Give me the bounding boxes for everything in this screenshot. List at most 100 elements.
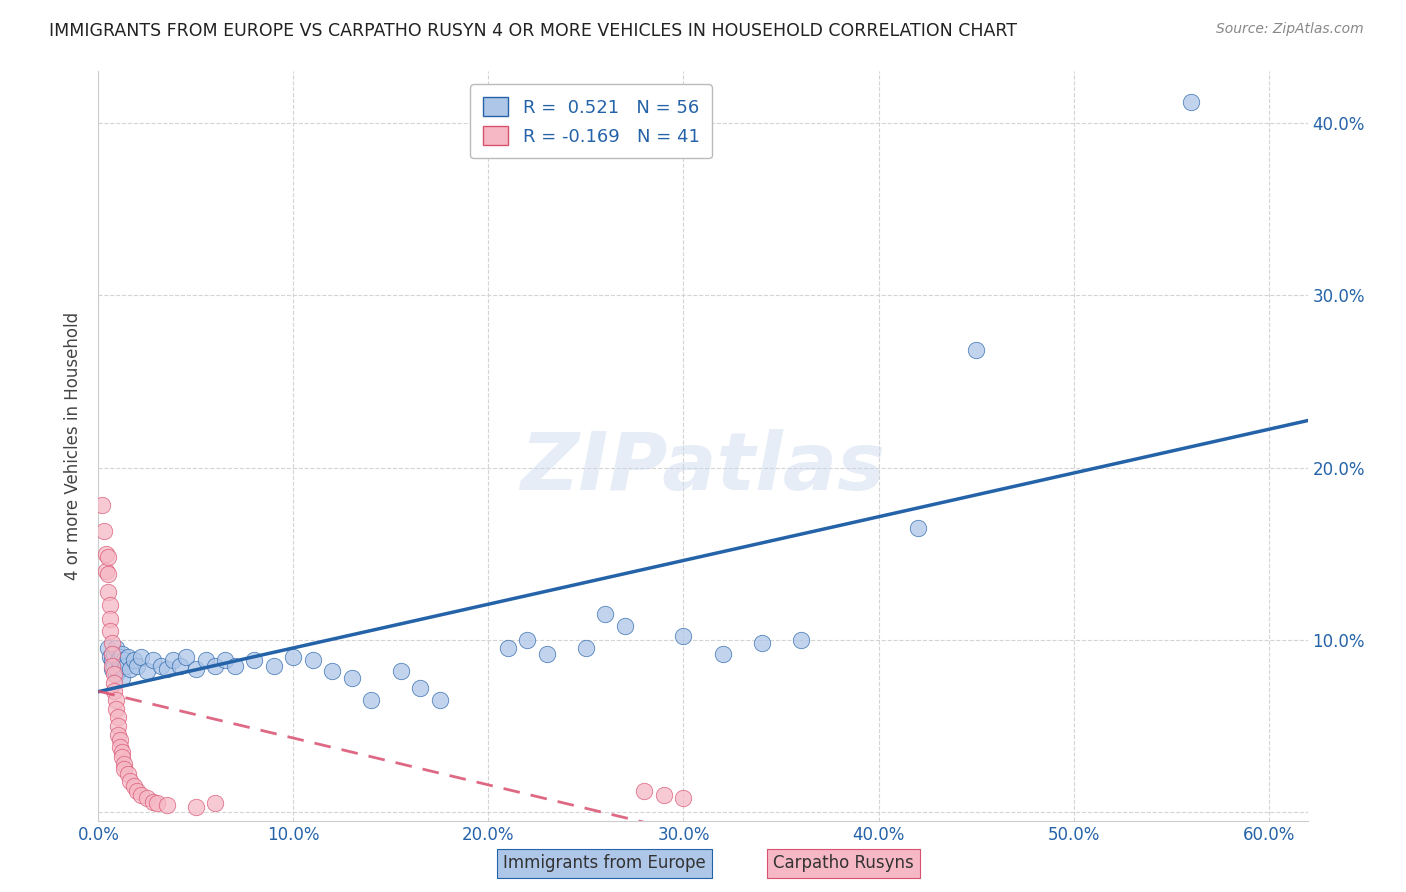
Text: ZIPatlas: ZIPatlas: [520, 429, 886, 508]
Point: [321, 664, 343, 678]
Point: [103, 658, 125, 673]
Point: [127, 658, 149, 673]
Point: [156, 662, 179, 676]
Point: [131, 650, 153, 665]
Point: [429, 693, 451, 707]
Point: [104, 641, 127, 656]
Point: [283, 650, 305, 665]
Point: [101, 658, 124, 673]
Point: [103, 647, 125, 661]
Point: [1180, 95, 1202, 110]
Point: [907, 521, 929, 535]
Point: [111, 671, 134, 685]
Point: [184, 800, 207, 814]
Point: [108, 650, 131, 665]
Point: [104, 693, 127, 707]
Point: [104, 701, 127, 715]
Text: Carpatho Rusyns: Carpatho Rusyns: [773, 855, 914, 872]
Point: [98, 612, 121, 626]
Legend: R =  0.521   N = 56, R = -0.169   N = 41: R = 0.521 N = 56, R = -0.169 N = 41: [470, 84, 711, 158]
Point: [131, 788, 153, 802]
Point: [204, 797, 226, 811]
Point: [142, 653, 165, 667]
Point: [108, 739, 131, 754]
Point: [98, 599, 121, 613]
Point: [112, 756, 135, 771]
Point: [101, 647, 124, 661]
Point: [111, 647, 134, 661]
Point: [122, 653, 145, 667]
Point: [146, 797, 169, 811]
Point: [409, 681, 432, 695]
Point: [136, 664, 159, 678]
Point: [149, 658, 172, 673]
Point: [98, 650, 121, 665]
Point: [101, 636, 124, 650]
Point: [652, 788, 675, 802]
Point: [112, 762, 135, 776]
Point: [142, 795, 165, 809]
Point: [204, 658, 226, 673]
Point: [117, 767, 139, 781]
Text: IMMIGRANTS FROM EUROPE VS CARPATHO RUSYN 4 OR MORE VEHICLES IN HOUSEHOLD CORRELA: IMMIGRANTS FROM EUROPE VS CARPATHO RUSYN…: [49, 22, 1017, 40]
Point: [340, 671, 363, 685]
Point: [360, 693, 382, 707]
Point: [96, 547, 118, 561]
Point: [263, 658, 285, 673]
Point: [107, 710, 129, 724]
Point: [122, 779, 145, 793]
Point: [965, 343, 987, 358]
Point: [107, 727, 129, 741]
Point: [595, 607, 617, 621]
Point: [103, 684, 125, 698]
Point: [194, 653, 217, 667]
Point: [789, 632, 811, 647]
Point: [174, 650, 197, 665]
Point: [614, 619, 637, 633]
Point: [169, 658, 191, 673]
Point: [96, 564, 118, 578]
Point: [112, 653, 135, 667]
Point: [108, 658, 131, 673]
Point: [91, 499, 114, 513]
Point: [107, 653, 129, 667]
Point: [97, 584, 120, 599]
Point: [156, 798, 179, 813]
Point: [101, 662, 124, 676]
Point: [97, 641, 120, 656]
Point: [516, 632, 538, 647]
Point: [103, 676, 125, 690]
Point: [104, 667, 127, 681]
Point: [672, 791, 695, 805]
Point: [214, 653, 236, 667]
Point: [97, 550, 120, 565]
Point: [111, 745, 134, 759]
Point: [575, 641, 598, 656]
Text: Source: ZipAtlas.com: Source: ZipAtlas.com: [1216, 22, 1364, 37]
Point: [136, 791, 159, 805]
Point: [118, 662, 141, 676]
Point: [118, 774, 141, 789]
Point: [111, 750, 134, 764]
Text: Immigrants from Europe: Immigrants from Europe: [503, 855, 706, 872]
Point: [751, 636, 773, 650]
Point: [496, 641, 519, 656]
Point: [117, 650, 139, 665]
Point: [93, 524, 115, 539]
Point: [127, 784, 149, 798]
Point: [672, 629, 695, 643]
Point: [389, 664, 412, 678]
Point: [243, 653, 266, 667]
Point: [97, 567, 120, 582]
Point: [101, 653, 124, 667]
Point: [711, 647, 734, 661]
Point: [184, 662, 207, 676]
Point: [536, 647, 558, 661]
Point: [302, 653, 325, 667]
Point: [114, 658, 136, 673]
Point: [633, 784, 655, 798]
Point: [98, 624, 121, 639]
Point: [107, 719, 129, 733]
Point: [107, 664, 129, 678]
Point: [224, 658, 246, 673]
